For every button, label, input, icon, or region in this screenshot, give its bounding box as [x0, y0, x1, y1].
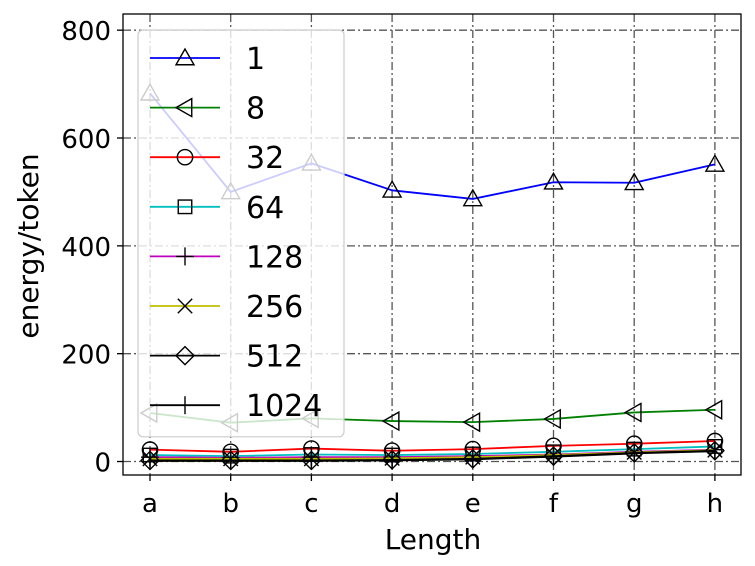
data-point	[704, 399, 723, 420]
legend-marker	[176, 247, 194, 266]
y-tick-label: 800	[61, 17, 111, 47]
data-point	[462, 411, 481, 433]
legend-label: 128	[246, 240, 303, 275]
legend-item: 512	[150, 340, 303, 375]
x-tick-label: a	[142, 489, 158, 519]
legend-item: 1	[150, 42, 265, 77]
legend-marker	[174, 97, 193, 118]
legend-marker	[177, 199, 193, 215]
y-tick-label: 400	[61, 233, 111, 263]
x-tick-label: d	[384, 489, 401, 519]
y-axis-label: energy/token	[12, 153, 45, 338]
series-line	[149, 440, 715, 453]
x-tick-label: c	[304, 489, 318, 519]
data-point	[623, 172, 645, 191]
data-point	[704, 154, 726, 172]
legend-label: 1024	[246, 389, 322, 424]
data-point	[543, 171, 564, 190]
x-tick-label: e	[465, 489, 481, 519]
legend-marker	[174, 47, 196, 66]
legend-item: 32	[150, 141, 284, 176]
legend-label: 256	[246, 290, 303, 325]
x-tick-label: b	[222, 489, 239, 519]
data-point	[462, 188, 484, 207]
legend-label: 1	[246, 42, 265, 77]
x-tick-label: f	[549, 489, 559, 519]
y-tick-label: 600	[61, 125, 111, 155]
data-point	[381, 179, 403, 198]
data-point	[381, 410, 400, 432]
legend-label: 8	[246, 92, 265, 127]
legend-item: 1024	[150, 389, 322, 424]
x-tick-label: g	[626, 489, 643, 519]
legend-box	[137, 29, 345, 438]
legend-item: 8	[150, 92, 265, 127]
axes: a b c d e f g h 0 200 400 600 800	[61, 13, 742, 519]
data-point	[623, 402, 642, 423]
legend-marker	[175, 345, 195, 366]
series-line	[150, 450, 715, 462]
legend: 1 8 32 64 128 256 512 1024	[137, 29, 345, 438]
y-tick-label: 200	[61, 341, 111, 371]
legend-item: 64	[150, 191, 284, 226]
legend-item: 256	[150, 290, 303, 325]
series-1024	[149, 442, 716, 470]
plot-frame	[122, 13, 742, 476]
legend-label: 32	[246, 141, 284, 176]
legend-label: 64	[246, 191, 284, 226]
series-line	[149, 445, 715, 458]
x-tick-label: h	[707, 489, 723, 519]
x-axis-label: Length	[385, 523, 482, 556]
legend-label: 512	[246, 340, 303, 375]
legend-item: 128	[150, 240, 303, 275]
legend-marker	[177, 298, 193, 314]
y-tick-label: 0	[94, 449, 111, 479]
data-point	[543, 408, 561, 430]
legend-marker	[176, 148, 194, 166]
